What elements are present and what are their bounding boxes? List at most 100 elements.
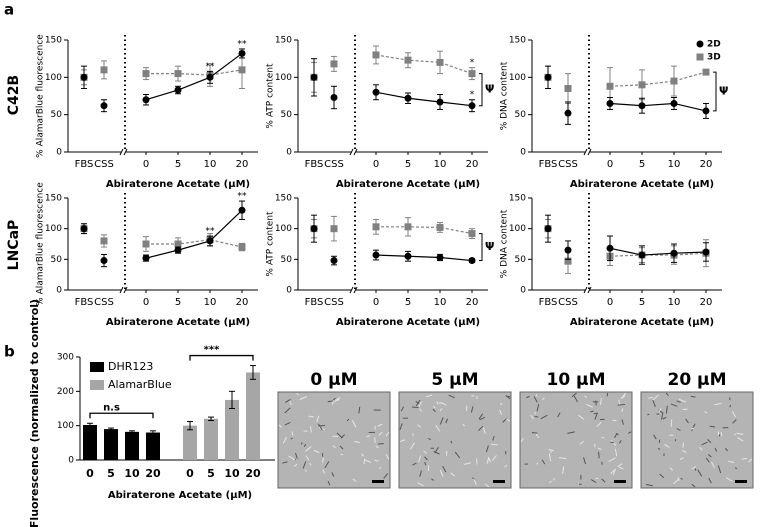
cell	[573, 395, 578, 403]
cell	[417, 482, 424, 487]
marker	[330, 93, 338, 101]
cell	[432, 405, 436, 409]
cell	[352, 478, 357, 482]
x-tick-label: CSS	[558, 159, 578, 170]
x-tick-label: 5	[175, 297, 181, 308]
marker	[696, 53, 704, 61]
cell	[701, 441, 708, 446]
cell	[691, 466, 697, 470]
x-tick-label: 10	[668, 159, 681, 170]
cell	[500, 402, 503, 406]
legend-swatch	[90, 362, 104, 372]
micrograph-background	[277, 391, 391, 489]
cell	[679, 457, 684, 461]
cell	[571, 392, 577, 398]
bracket	[479, 233, 483, 262]
error-bar	[208, 416, 214, 422]
marker	[206, 237, 214, 245]
marker	[100, 257, 108, 265]
marker	[606, 82, 614, 90]
cell	[705, 457, 710, 463]
marker	[142, 70, 150, 78]
cell	[318, 424, 326, 427]
bar	[83, 424, 97, 460]
cell	[337, 396, 341, 402]
cell	[284, 407, 291, 414]
cell	[594, 412, 598, 420]
cell	[658, 409, 663, 414]
x-tick-label: 5	[107, 467, 115, 480]
cell	[645, 483, 653, 487]
marker	[606, 244, 614, 252]
cell	[346, 418, 350, 422]
cell	[424, 456, 428, 461]
marker	[142, 254, 150, 262]
x-tick-label: 10	[224, 467, 240, 480]
marker	[238, 243, 246, 251]
marker	[206, 73, 214, 81]
marker	[670, 99, 678, 107]
annotation: **	[238, 192, 248, 202]
annotation: **	[206, 227, 216, 237]
cell	[331, 472, 335, 477]
marker	[702, 248, 710, 256]
marker	[404, 223, 412, 231]
marker	[564, 85, 572, 93]
cell	[717, 431, 720, 436]
cell	[499, 409, 503, 415]
cell	[697, 469, 703, 477]
cell	[479, 416, 486, 421]
y-tick-label: 150	[509, 194, 526, 204]
micrograph	[398, 391, 512, 489]
x-tick-label: 5	[405, 159, 411, 170]
marker	[564, 246, 572, 254]
cell	[300, 442, 303, 445]
cell	[540, 414, 548, 420]
micrograph-background	[640, 391, 754, 489]
marker	[564, 257, 572, 265]
cell	[748, 458, 753, 463]
bar	[104, 429, 118, 460]
micrograph	[277, 391, 391, 489]
cell	[419, 408, 422, 412]
axis-break	[353, 286, 358, 294]
y-axis-label: % AlamarBlue fluorescence	[36, 34, 46, 158]
x-tick-label: 20	[700, 159, 713, 170]
marker	[142, 240, 150, 248]
cell	[505, 418, 511, 422]
y-tick-label: 0	[286, 286, 292, 296]
micrograph	[519, 391, 633, 489]
bracket	[89, 412, 154, 419]
cell	[505, 395, 511, 400]
x-tick-label: 5	[207, 467, 215, 480]
axis-break	[123, 286, 128, 294]
cell	[541, 459, 546, 465]
axis-break	[349, 148, 354, 156]
cell	[425, 394, 433, 398]
cell	[599, 398, 602, 405]
marker	[436, 223, 444, 231]
y-tick-label: 100	[45, 73, 62, 83]
cell	[707, 439, 712, 443]
cell	[714, 402, 722, 406]
x-tick-label: CSS	[94, 297, 114, 308]
cell	[504, 464, 508, 468]
marker	[100, 102, 108, 110]
cell	[450, 440, 453, 444]
x-axis-label: Abiraterone Acetate (µM)	[108, 490, 252, 501]
cell	[478, 425, 484, 432]
error-bar	[229, 390, 235, 409]
cell	[676, 400, 681, 403]
y-tick-label: 150	[275, 194, 292, 204]
cell	[282, 436, 288, 444]
cell	[303, 443, 307, 448]
cell	[590, 410, 594, 413]
cell	[732, 419, 737, 424]
axis-break	[583, 286, 588, 294]
cell	[411, 406, 419, 409]
cell	[664, 443, 670, 448]
y-tick-label: 50	[51, 255, 63, 265]
y-tick-label: 150	[45, 36, 62, 46]
cell	[335, 399, 339, 401]
error-bar	[87, 422, 93, 428]
